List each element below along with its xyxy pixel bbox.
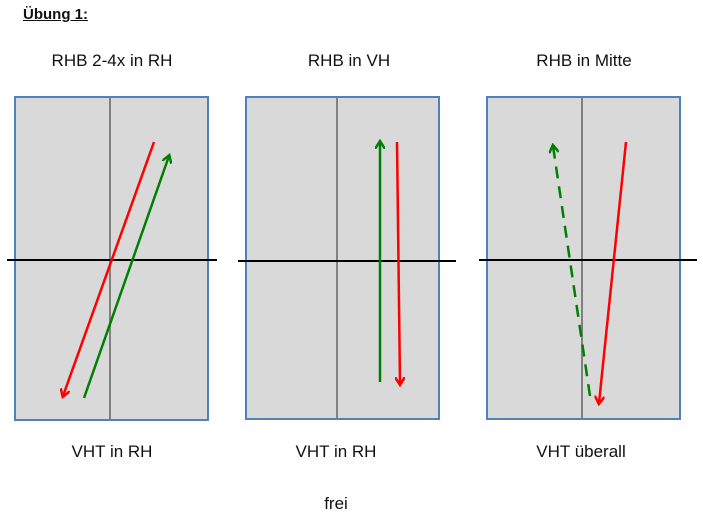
panel-3-box	[486, 96, 681, 420]
panel-2-top-label: RHB in VH	[307, 51, 391, 70]
panel-3-bottom-label: VHT überall	[536, 442, 626, 461]
panel-1	[7, 96, 217, 421]
panel-2	[238, 96, 456, 420]
panel-3-red-arrow	[599, 141, 628, 403]
panel-2-box	[245, 96, 440, 420]
panel-3	[479, 96, 697, 420]
panel-2-bottom-label: VHT in RH	[295, 442, 377, 461]
panel-3-top-label: RHB in Mitte	[536, 51, 632, 70]
panel-1-bottom-label: VHT in RH	[71, 442, 153, 461]
panel-3-green-dashed-arrow	[553, 146, 592, 397]
panel-1-red-arrow	[63, 141, 156, 396]
footer-label: frei	[324, 494, 348, 513]
panel-1-top-label: RHB 2-4x in RH	[51, 51, 173, 70]
panel-2-red-arrow	[397, 141, 400, 384]
panel-1-green-arrow	[82, 156, 169, 399]
exercise-heading: Übung 1:	[23, 6, 88, 23]
